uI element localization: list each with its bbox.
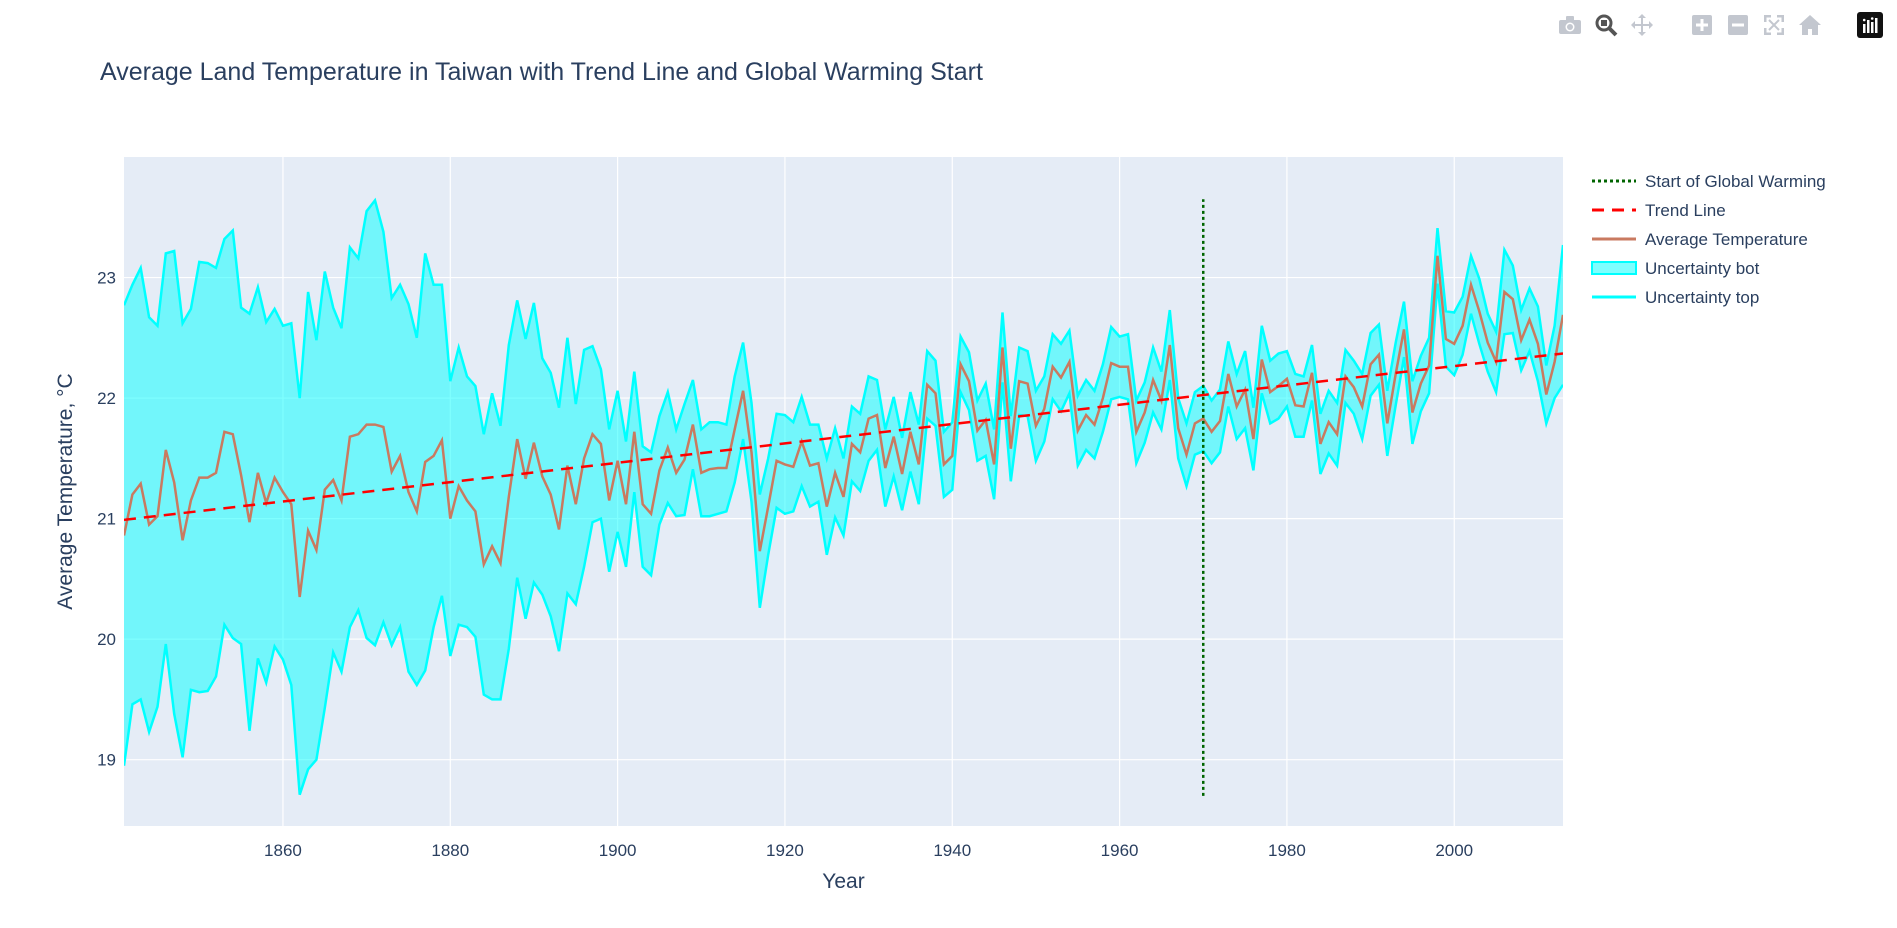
x-tick-label: 1920 bbox=[766, 841, 804, 860]
x-tick-label: 1860 bbox=[264, 841, 302, 860]
autoscale-icon[interactable] bbox=[1761, 12, 1787, 38]
x-tick-label: 2000 bbox=[1435, 841, 1473, 860]
y-axis-label: Average Temperature, °C bbox=[54, 373, 77, 609]
y-tick-label: 21 bbox=[97, 510, 116, 529]
legend-item[interactable]: Trend Line bbox=[1592, 201, 1726, 220]
legend-label: Uncertainty top bbox=[1645, 288, 1759, 307]
x-tick-label: 1960 bbox=[1101, 841, 1139, 860]
zoom-icon[interactable] bbox=[1593, 12, 1619, 38]
x-axis-label: Year bbox=[822, 870, 864, 893]
series bbox=[124, 197, 1563, 796]
y-tick-label: 19 bbox=[97, 751, 116, 770]
legend-item[interactable]: Start of Global Warming bbox=[1592, 172, 1826, 191]
legend-item[interactable]: Average Temperature bbox=[1592, 230, 1808, 249]
zoom-out-icon[interactable] bbox=[1725, 12, 1751, 38]
uncertainty-band bbox=[124, 200, 1563, 795]
average-temperature-line[interactable] bbox=[124, 255, 1563, 598]
camera-icon[interactable] bbox=[1557, 12, 1583, 38]
x-tick-label: 1880 bbox=[431, 841, 469, 860]
y-tick-label: 22 bbox=[97, 389, 116, 408]
x-tick-label: 1980 bbox=[1268, 841, 1306, 860]
y-tick-label: 20 bbox=[97, 630, 116, 649]
legend-item[interactable]: Uncertainty bot bbox=[1591, 259, 1760, 278]
legend-swatch bbox=[1591, 261, 1637, 275]
x-axis-ticks: 1860 1880 1900 1920 1940 1960 1980 2000 bbox=[264, 841, 1473, 860]
reset-axes-icon[interactable] bbox=[1797, 12, 1823, 38]
uncertainty-bot-line[interactable] bbox=[124, 283, 1563, 796]
legend-label: Uncertainty bot bbox=[1645, 259, 1760, 278]
chart-title: Average Land Temperature in Taiwan with … bbox=[100, 58, 983, 86]
trend-line[interactable] bbox=[124, 352, 1563, 522]
legend-item[interactable]: Uncertainty top bbox=[1592, 288, 1759, 307]
y-axis-ticks: 19 20 21 22 23 bbox=[97, 269, 116, 770]
legend: Start of Global Warming Trend Line Average… bbox=[1591, 172, 1826, 307]
uncertainty-band-fill bbox=[124, 200, 1563, 795]
uncertainty-top-line[interactable] bbox=[124, 197, 1563, 495]
x-tick-label: 1940 bbox=[933, 841, 971, 860]
legend-label: Trend Line bbox=[1645, 201, 1726, 220]
pan-icon[interactable] bbox=[1629, 12, 1655, 38]
modebar bbox=[1557, 10, 1883, 40]
x-tick-label: 1900 bbox=[599, 841, 637, 860]
plotly-logo-icon[interactable] bbox=[1857, 12, 1883, 38]
legend-label: Average Temperature bbox=[1645, 230, 1808, 249]
legend-label: Start of Global Warming bbox=[1645, 172, 1826, 191]
y-tick-label: 23 bbox=[97, 269, 116, 288]
zoom-in-icon[interactable] bbox=[1689, 12, 1715, 38]
